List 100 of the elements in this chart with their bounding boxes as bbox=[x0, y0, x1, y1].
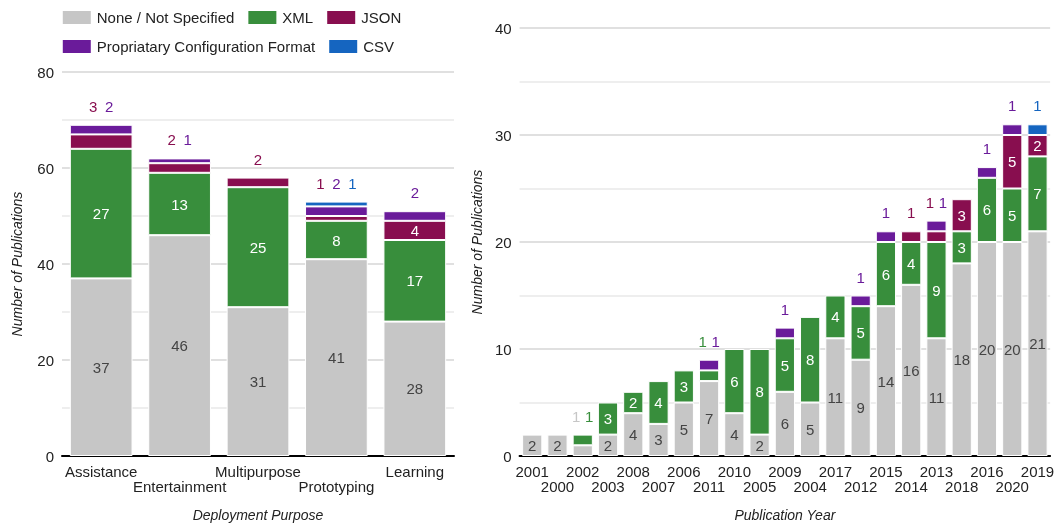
bar bbox=[547, 434, 568, 456]
data-label: 2 bbox=[1033, 137, 1042, 155]
data-label: 4 bbox=[629, 426, 638, 444]
x-tick-label: 2001 bbox=[515, 463, 549, 480]
data-label: 1 bbox=[316, 174, 325, 192]
data-label: 18 bbox=[953, 351, 971, 369]
x-tick-label: Entertainment bbox=[132, 478, 228, 495]
data-label: 6 bbox=[881, 265, 891, 283]
data-label: 3 bbox=[89, 97, 98, 115]
data-label: 11 bbox=[928, 388, 945, 406]
data-label: 5 bbox=[856, 324, 865, 342]
data-label: 3 bbox=[654, 431, 663, 449]
x-axis-title: Deployment Purpose bbox=[192, 507, 324, 523]
data-label: 28 bbox=[406, 380, 424, 398]
data-label: 5 bbox=[1008, 206, 1017, 224]
data-label: 1 bbox=[572, 407, 581, 425]
y-tick-label: 60 bbox=[37, 159, 54, 177]
x-tick-label: 2005 bbox=[742, 478, 777, 495]
y-tick-label: 80 bbox=[37, 63, 54, 81]
data-label: 3 bbox=[957, 206, 966, 224]
legend-label: JSON bbox=[361, 9, 402, 26]
x-tick-label: 2003 bbox=[591, 478, 625, 495]
x-tick-label: 2007 bbox=[641, 478, 676, 495]
data-label: 7 bbox=[704, 410, 714, 428]
data-label: 11 bbox=[827, 388, 844, 406]
data-label: 9 bbox=[932, 281, 941, 299]
data-label: 1 bbox=[1008, 97, 1017, 115]
y-tick-label: 20 bbox=[37, 351, 54, 369]
x-tick-label: 2006 bbox=[667, 463, 701, 480]
data-label: 2 bbox=[253, 150, 263, 168]
data-label: 1 bbox=[881, 204, 891, 222]
x-tick-label: Learning bbox=[385, 463, 444, 480]
x-tick-label: 2020 bbox=[995, 478, 1029, 495]
data-label: 4 bbox=[831, 308, 840, 326]
x-tick-label: 2000 bbox=[540, 478, 575, 495]
data-label: 14 bbox=[877, 372, 895, 390]
data-label: 8 bbox=[805, 351, 815, 369]
data-label: 17 bbox=[406, 272, 424, 290]
y-axis-title: Number of Publications bbox=[469, 169, 485, 315]
bar bbox=[522, 434, 543, 456]
data-label: 1 bbox=[183, 131, 192, 149]
legend-label: XML bbox=[282, 9, 314, 26]
data-label: 2 bbox=[629, 394, 638, 411]
data-label: 25 bbox=[249, 238, 267, 256]
data-label: 27 bbox=[92, 205, 110, 223]
x-tick-label: 2014 bbox=[894, 478, 928, 495]
y-tick-label: 0 bbox=[503, 447, 512, 465]
data-label: 6 bbox=[780, 415, 790, 433]
x-tick-label: 2010 bbox=[717, 463, 752, 480]
x-tick-label: Assistance bbox=[64, 463, 138, 480]
data-label: 9 bbox=[856, 399, 865, 417]
x-tick-label: 2009 bbox=[768, 463, 802, 480]
x-tick-label: 2016 bbox=[970, 463, 1004, 480]
data-label: 37 bbox=[92, 358, 110, 376]
data-label: 1 bbox=[698, 332, 707, 350]
y-tick-label: 0 bbox=[45, 447, 54, 465]
data-label: 1 bbox=[780, 300, 790, 318]
x-tick-label: 2019 bbox=[1020, 463, 1055, 480]
data-label: 5 bbox=[805, 420, 815, 438]
data-label: 4 bbox=[654, 394, 663, 411]
data-label: 2 bbox=[167, 131, 176, 149]
x-tick-label: 2004 bbox=[793, 478, 827, 495]
legend-label: None / Not Specified bbox=[96, 9, 235, 26]
x-tick-label: Multipurpose bbox=[215, 463, 301, 480]
data-label: 2 bbox=[603, 436, 613, 454]
data-label: 5 bbox=[679, 420, 688, 438]
y-tick-label: 20 bbox=[494, 233, 512, 251]
data-label: 1 bbox=[907, 204, 916, 222]
data-label: 20 bbox=[1003, 340, 1021, 358]
data-label: 1 bbox=[1033, 97, 1042, 115]
data-label: 2 bbox=[528, 436, 537, 454]
legend-label: Propriatary Configuration Format bbox=[96, 38, 317, 55]
data-label: 2 bbox=[553, 436, 562, 454]
data-label: 31 bbox=[249, 373, 267, 391]
x-axis-title: Publication Year bbox=[734, 507, 837, 523]
data-label: 4 bbox=[907, 254, 916, 272]
data-label: 4 bbox=[410, 221, 419, 239]
data-label: 20 bbox=[978, 340, 996, 358]
y-tick-label: 10 bbox=[494, 340, 512, 358]
data-label: 5 bbox=[1008, 153, 1017, 171]
data-label: 8 bbox=[332, 231, 341, 249]
data-label: 3 bbox=[679, 377, 688, 395]
y-tick-label: 40 bbox=[37, 255, 54, 273]
data-label: 2 bbox=[332, 174, 341, 192]
x-tick-label: Prototyping bbox=[298, 478, 375, 495]
data-label: 16 bbox=[902, 361, 920, 379]
data-label: 5 bbox=[780, 356, 790, 374]
data-label: 8 bbox=[755, 383, 764, 401]
x-tick-label: 2013 bbox=[919, 463, 954, 480]
data-label: 1 bbox=[925, 193, 935, 211]
x-tick-label: 2011 bbox=[692, 478, 726, 495]
x-tick-label: 2015 bbox=[869, 463, 903, 480]
data-label: 13 bbox=[171, 195, 188, 213]
data-label: 3 bbox=[957, 238, 966, 256]
data-label: 46 bbox=[171, 337, 188, 355]
data-label: 1 bbox=[711, 332, 720, 350]
data-label: 7 bbox=[1033, 185, 1042, 203]
x-tick-label: 2002 bbox=[566, 463, 600, 480]
data-label: 2 bbox=[755, 436, 764, 454]
data-label: 3 bbox=[603, 410, 613, 428]
